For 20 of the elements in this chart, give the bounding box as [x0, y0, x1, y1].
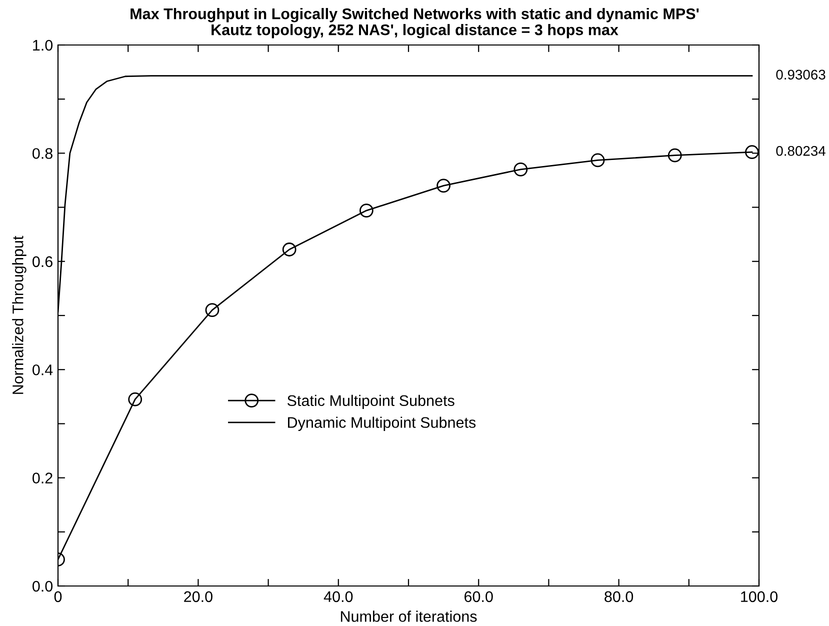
chart-title: Max Throughput in Logically Switched Networks with static and dynamic MPS' [130, 8, 699, 22]
x-tick-label: 20.0 [184, 591, 212, 602]
text: 0.93063 [776, 70, 826, 80]
x-tick-label: 100.0 [741, 591, 778, 602]
text: 0.80234 [776, 146, 826, 156]
x-tick-label: 80.0 [604, 591, 634, 602]
y-tick-label: 0.8 [32, 148, 52, 159]
legend-label: Dynamic Multipoint Subnets [288, 416, 476, 431]
y-tick-label: 0.6 [32, 256, 52, 268]
x-tick-label: 60.0 [464, 591, 493, 602]
y-tick-label: 0.0 [32, 580, 53, 592]
x-axis-title: Number of iterations [340, 610, 477, 622]
y-tick-label: 0.2 [32, 472, 52, 484]
legend-label: Static Multipoint Subnets [287, 394, 454, 410]
y-tick-label: 1.0 [33, 40, 53, 51]
chart-subtitle: Kautz topology, 252 NAS', logical distance = 3 hops max [212, 24, 618, 38]
x-tick-label: 0 [54, 591, 62, 602]
y-axis-title: Normalized Throughput [12, 236, 26, 394]
x-tick-label: 40.0 [324, 591, 353, 602]
y-tick-label: 0.4 [32, 364, 53, 376]
